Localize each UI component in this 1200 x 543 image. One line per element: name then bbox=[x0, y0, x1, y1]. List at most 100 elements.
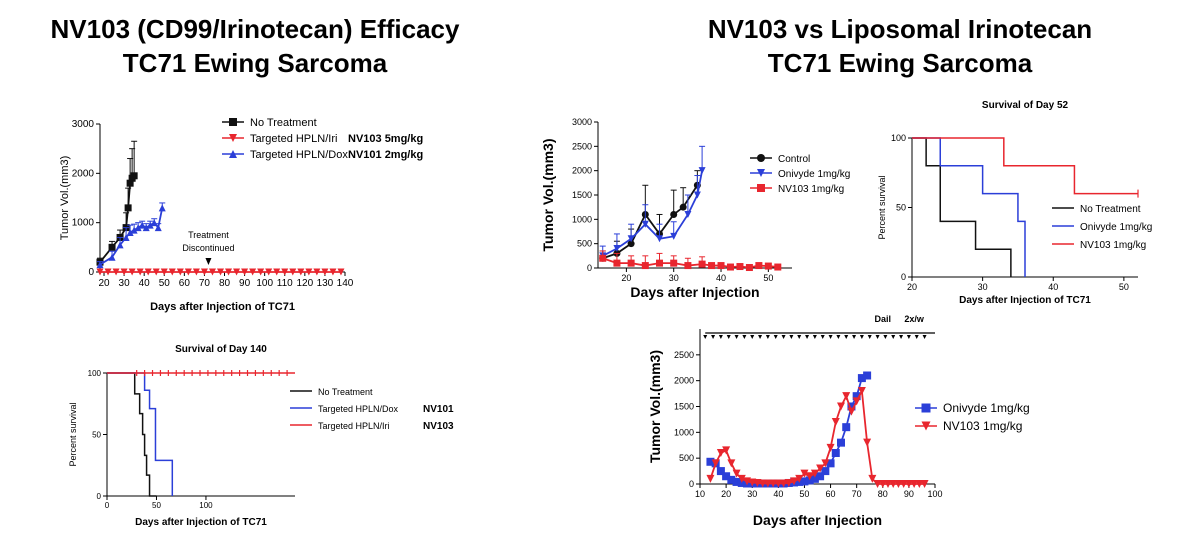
data-point-e bbox=[790, 477, 798, 486]
data-point-a bbox=[273, 268, 281, 276]
y-axis-label-d: Percent survival bbox=[877, 175, 887, 239]
right-title-line-2: TC71 Ewing Sarcoma bbox=[767, 48, 1033, 78]
legend-marker-a bbox=[229, 134, 237, 142]
x-axis-label-e: Days after Injection bbox=[753, 512, 882, 528]
data-point-e bbox=[774, 479, 783, 488]
x-tick-label-e: 50 bbox=[799, 489, 809, 499]
data-point-c bbox=[613, 245, 621, 253]
x-tick-label-c: 20 bbox=[621, 273, 631, 283]
series-line-a-2 bbox=[99, 207, 164, 266]
dosing-mark-e bbox=[883, 335, 888, 339]
data-point-c bbox=[670, 232, 678, 240]
dosing-mark-e bbox=[906, 335, 911, 339]
data-point-e bbox=[737, 474, 746, 483]
data-point-c bbox=[684, 262, 692, 270]
x-tick-label-c: 50 bbox=[763, 273, 773, 283]
data-point-c bbox=[708, 262, 716, 270]
y-tick-label-c: 1000 bbox=[572, 214, 592, 224]
legend-extra-b: NV101 bbox=[423, 404, 454, 415]
data-point-a bbox=[152, 268, 160, 276]
data-point-a bbox=[112, 268, 120, 276]
y-tick-label-c: 2500 bbox=[572, 141, 592, 151]
legend-label-d: No Treatment bbox=[1080, 204, 1141, 215]
data-point-e bbox=[810, 469, 819, 478]
data-point-e bbox=[706, 474, 715, 483]
data-point-e bbox=[711, 459, 720, 468]
data-point-a bbox=[241, 268, 249, 276]
data-point-e bbox=[816, 472, 825, 481]
data-point-a bbox=[104, 268, 112, 276]
annotation-arrow-a bbox=[205, 258, 212, 265]
legend-marker-c bbox=[757, 184, 765, 192]
data-point-e bbox=[769, 479, 778, 488]
x-tick-label-a: 40 bbox=[139, 278, 151, 289]
data-point-a bbox=[225, 268, 233, 276]
data-point-e bbox=[805, 472, 814, 481]
data-point-a bbox=[130, 172, 138, 180]
legend-label-d: Onivyde 1mg/kg bbox=[1080, 222, 1152, 233]
data-point-a bbox=[289, 268, 297, 276]
legend-marker-e bbox=[921, 403, 931, 413]
data-point-e bbox=[722, 472, 731, 481]
y-tick-label-e: 2000 bbox=[674, 376, 694, 386]
y-tick-label-d: 100 bbox=[891, 133, 906, 143]
y-tick-label-c: 2000 bbox=[572, 166, 592, 176]
legend-label-e: Onivyde 1mg/kg bbox=[943, 401, 1030, 415]
dosing-mark-e bbox=[765, 335, 770, 339]
data-point-a bbox=[150, 219, 158, 227]
dosing-mark-e bbox=[726, 335, 731, 339]
data-point-a bbox=[313, 268, 321, 276]
legend-label-a: No Treatment bbox=[250, 117, 317, 129]
data-point-e bbox=[805, 476, 814, 485]
series-line-b-1 bbox=[107, 372, 174, 496]
data-point-a bbox=[200, 268, 208, 276]
x-tick-label-b: 0 bbox=[105, 501, 110, 510]
dosing-mark-e bbox=[867, 335, 872, 339]
annotation-line-2-a: Discontinued bbox=[182, 243, 234, 253]
x-tick-label-a: 100 bbox=[256, 278, 273, 289]
data-point-e bbox=[810, 474, 819, 483]
data-point-e bbox=[732, 469, 741, 478]
dosing-mark-e bbox=[899, 335, 904, 339]
data-point-a bbox=[208, 268, 216, 276]
data-point-e bbox=[716, 449, 725, 457]
dosing-mark-e bbox=[789, 335, 794, 339]
x-tick-label-e: 60 bbox=[826, 489, 836, 499]
data-point-a bbox=[96, 268, 104, 276]
data-point-a bbox=[305, 268, 313, 276]
dosing-mark-e bbox=[922, 335, 927, 339]
x-tick-label-c: 30 bbox=[669, 273, 679, 283]
dosing-mark-e bbox=[844, 335, 849, 339]
data-point-a bbox=[136, 268, 144, 276]
data-point-a bbox=[297, 268, 305, 276]
data-point-c bbox=[693, 191, 701, 199]
data-point-e bbox=[889, 480, 898, 488]
data-point-a bbox=[154, 224, 162, 232]
data-point-e bbox=[857, 374, 866, 383]
data-point-c bbox=[627, 235, 635, 243]
chart-title-d: Survival of Day 52 bbox=[982, 100, 1069, 111]
data-point-e bbox=[727, 459, 736, 468]
y-tick-label-e: 500 bbox=[679, 453, 694, 463]
data-point-c bbox=[698, 167, 706, 175]
x-tick-label-e: 30 bbox=[747, 489, 757, 499]
legend-extra-a: NV103 5mg/kg bbox=[348, 133, 423, 145]
x-tick-label-a: 30 bbox=[119, 278, 131, 289]
data-point-e bbox=[920, 480, 929, 488]
y-tick-label-a: 2000 bbox=[72, 168, 95, 179]
x-tick-label-e: 90 bbox=[904, 489, 914, 499]
data-point-e bbox=[722, 446, 731, 455]
data-point-e bbox=[816, 464, 825, 473]
data-point-a bbox=[124, 204, 132, 212]
data-point-c bbox=[717, 262, 725, 270]
data-point-c bbox=[641, 220, 649, 228]
data-point-c bbox=[684, 210, 692, 218]
data-point-e bbox=[800, 477, 809, 486]
data-point-c bbox=[736, 263, 744, 271]
data-point-c bbox=[627, 259, 635, 267]
x-tick-label-e: 40 bbox=[773, 489, 783, 499]
dosing-label-daily-e: Dail bbox=[875, 314, 892, 324]
data-point-e bbox=[915, 480, 924, 488]
y-axis-label-e: Tumor Vol.(mm3) bbox=[647, 350, 663, 463]
